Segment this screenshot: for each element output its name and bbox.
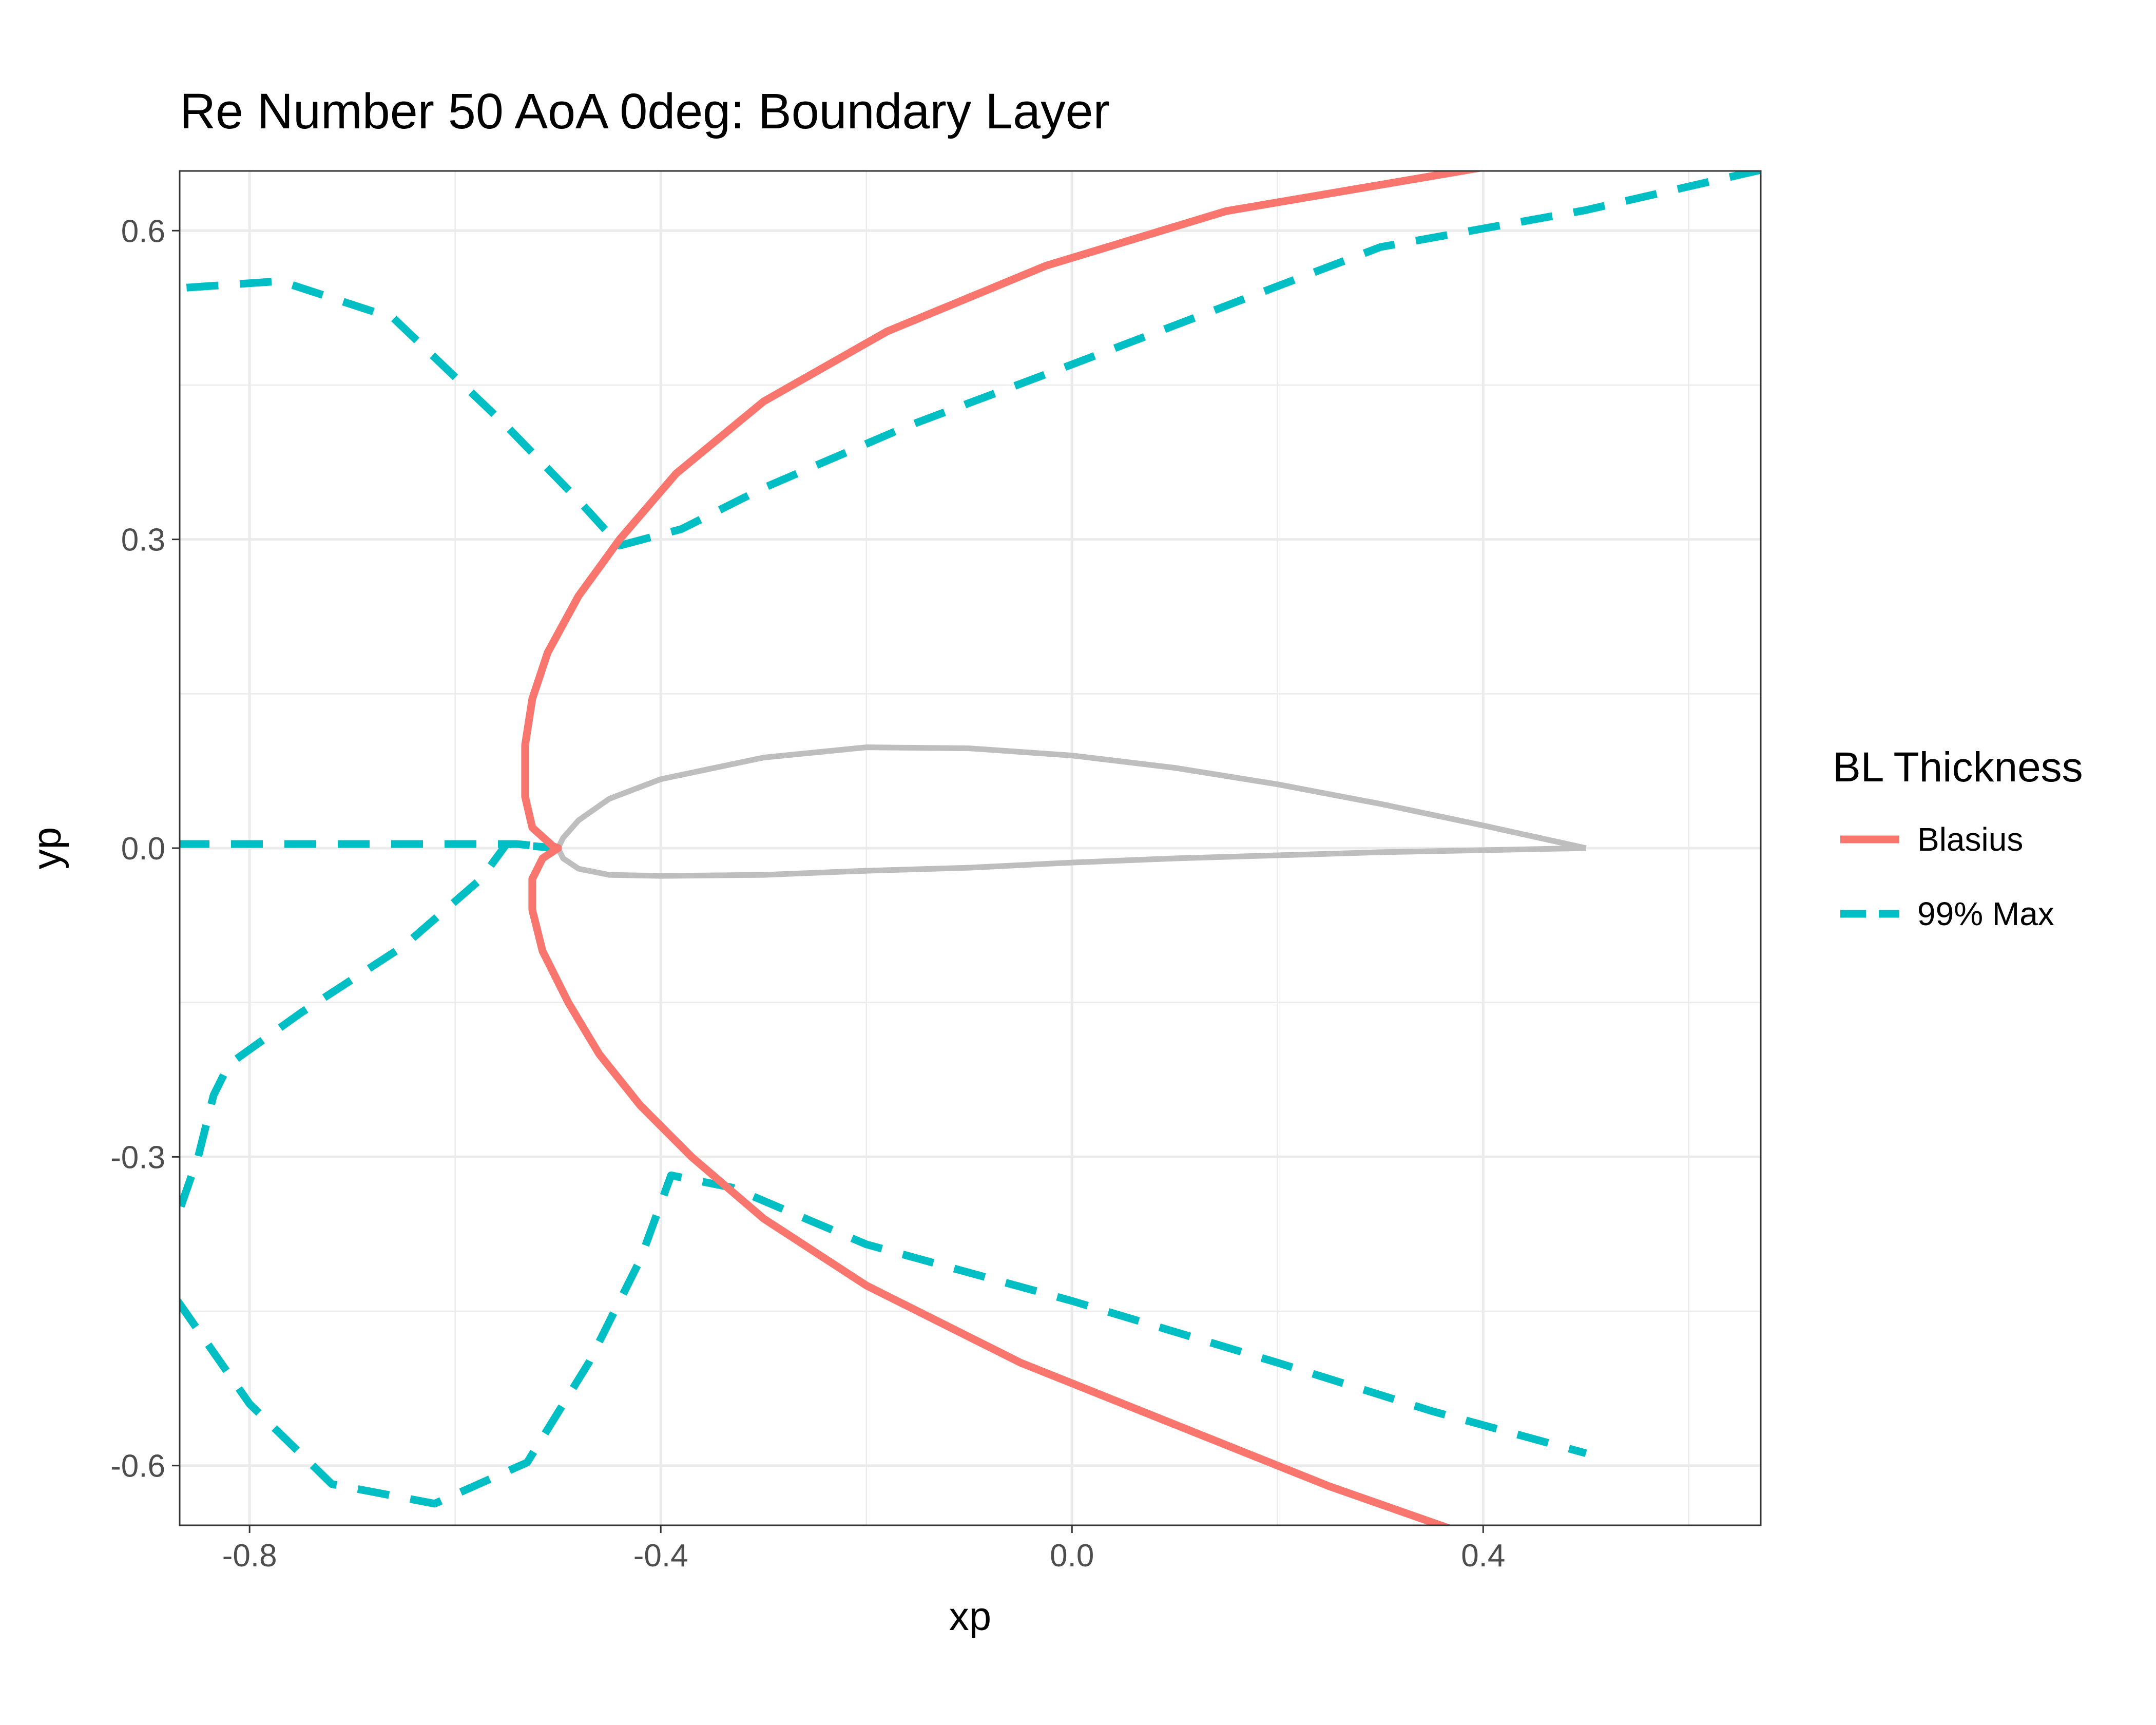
x-tick-label: -0.8 — [222, 1538, 277, 1574]
y-tick-label: 0.3 — [121, 523, 165, 558]
y-tick-label: 0.6 — [121, 214, 165, 249]
legend-items: Blasius 99% Max — [1840, 821, 2054, 932]
legend: BL Thickness Blasius 99% Max — [1833, 744, 2083, 932]
y-tick-label: -0.6 — [110, 1449, 165, 1484]
y-axis: -0.6 -0.3 0.0 0.3 0.6 — [110, 214, 180, 1484]
legend-title: BL Thickness — [1833, 744, 2083, 791]
y-tick-label: -0.3 — [110, 1140, 165, 1175]
max99-line — [180, 171, 1761, 550]
x-tick-label: 0.0 — [1050, 1538, 1094, 1574]
x-axis: -0.8 -0.4 0.0 0.4 — [222, 1525, 1505, 1574]
plot-area — [180, 171, 1761, 1525]
legend-label-blasius: Blasius — [1917, 821, 2023, 858]
max99-line — [180, 1171, 1587, 1508]
blasius-line — [521, 171, 1481, 1525]
chart-title: Re Number 50 AoA 0deg: Boundary Layer — [180, 83, 1110, 139]
y-axis-title: yp — [24, 827, 69, 869]
max99-line — [180, 840, 562, 1217]
y-tick-label: 0.0 — [121, 831, 165, 867]
x-tick-label: 0.4 — [1461, 1538, 1505, 1574]
legend-label-max99: 99% Max — [1917, 895, 2054, 932]
x-tick-label: -0.4 — [633, 1538, 688, 1574]
x-axis-title: xp — [949, 1594, 991, 1639]
